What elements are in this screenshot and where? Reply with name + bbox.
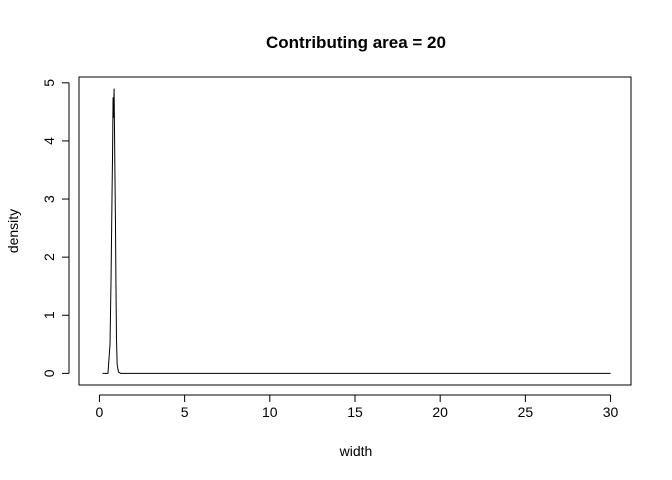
x-axis-label: width <box>339 443 373 459</box>
y-axis-label: density <box>5 209 21 253</box>
x-tick-label: 15 <box>347 404 363 420</box>
x-axis: 0 5 10 15 20 25 30 <box>96 394 619 420</box>
x-tick-label: 20 <box>432 404 448 420</box>
y-tick-label: 5 <box>41 79 57 87</box>
y-tick-label: 0 <box>41 369 57 377</box>
y-tick-label: 4 <box>41 137 57 145</box>
y-tick-label: 2 <box>41 253 57 261</box>
y-axis: 0 1 2 3 4 5 <box>41 79 70 377</box>
y-tick-label: 1 <box>41 311 57 319</box>
plot-area-border <box>78 76 632 386</box>
density-line <box>102 88 611 374</box>
x-tick-label: 25 <box>518 404 534 420</box>
chart-title: Contributing area = 20 <box>266 33 446 52</box>
x-tick-label: 30 <box>603 404 619 420</box>
x-tick-label: 0 <box>96 404 104 420</box>
x-tick-label: 10 <box>262 404 278 420</box>
y-tick-label: 3 <box>41 195 57 203</box>
x-tick-label: 5 <box>181 404 189 420</box>
